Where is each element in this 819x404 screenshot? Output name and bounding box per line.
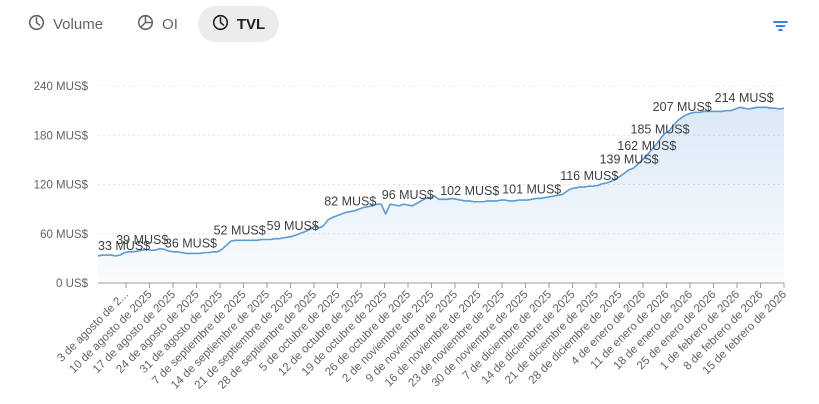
filter-icon[interactable] <box>768 14 792 38</box>
data-label: 162 MUS$ <box>617 139 676 153</box>
y-tick-label: 60 MUS$ <box>40 229 89 241</box>
tab-volume[interactable]: Volume <box>14 6 117 42</box>
tab-tvl[interactable]: TVL <box>197 6 280 42</box>
data-label: 102 MUS$ <box>440 184 499 198</box>
clock-icon <box>28 14 45 35</box>
metric-tabs: Volume OI TVL <box>14 6 280 42</box>
data-label: 82 MUS$ <box>324 195 376 209</box>
data-label: 59 MUS$ <box>267 219 319 233</box>
data-label: 96 MUS$ <box>382 188 434 202</box>
data-label: 185 MUS$ <box>631 122 690 136</box>
data-label: 101 MUS$ <box>502 182 561 196</box>
tab-oi[interactable]: OI <box>123 6 192 42</box>
tab-volume-label: Volume <box>53 15 104 33</box>
clock-icon <box>212 14 229 35</box>
tvl-line <box>97 106 785 257</box>
area-fill <box>98 107 784 283</box>
data-label: 207 MUS$ <box>653 100 712 114</box>
data-label: 39 MUS$ <box>116 233 168 247</box>
data-label: 52 MUS$ <box>214 223 266 237</box>
y-tick-label: 0 US$ <box>56 278 89 290</box>
y-tick-label: 180 MUS$ <box>34 130 89 142</box>
y-tick-label: 240 MUS$ <box>34 81 89 93</box>
data-label: 139 MUS$ <box>600 153 659 167</box>
data-label: 116 MUS$ <box>560 169 618 183</box>
tab-tvl-label: TVL <box>236 15 266 33</box>
data-label: 33 MUS$ <box>98 239 150 253</box>
tab-oi-label: OI <box>162 15 178 33</box>
data-label: 36 MUS$ <box>165 236 217 250</box>
data-label: 214 MUS$ <box>715 91 774 105</box>
y-tick-label: 120 MUS$ <box>34 180 89 192</box>
pie-icon <box>137 14 154 35</box>
